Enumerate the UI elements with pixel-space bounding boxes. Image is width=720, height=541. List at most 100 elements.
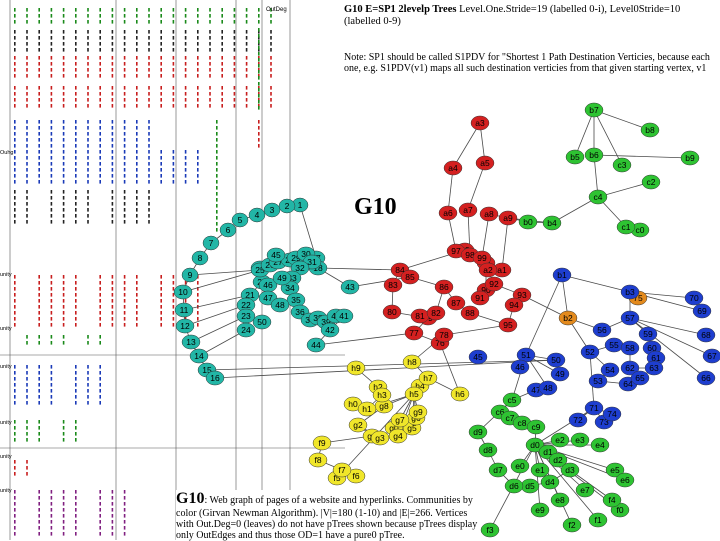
table-cell-mark <box>123 168 126 172</box>
node-label: 98 <box>465 250 475 260</box>
table-cell-mark <box>172 42 175 46</box>
node-label: 62 <box>625 363 635 373</box>
node-label: 46 <box>263 280 273 290</box>
table-cell-mark <box>172 92 175 96</box>
table-cell-mark <box>148 120 150 124</box>
table-cell-mark <box>123 156 126 160</box>
node-label: 58 <box>625 343 635 353</box>
table-cell-mark <box>75 220 77 224</box>
node-circle <box>390 412 410 428</box>
node-label: 88 <box>465 308 475 318</box>
table-cell-mark <box>197 86 199 90</box>
node-label: e5 <box>610 465 620 475</box>
table-cell-mark <box>148 62 150 66</box>
table-cell-mark <box>26 202 28 206</box>
table-cell-mark <box>258 98 260 102</box>
table-cell-mark <box>184 74 187 78</box>
table-cell-mark <box>87 74 89 78</box>
table-cell-mark <box>14 132 16 136</box>
node-7: 7 <box>202 235 220 251</box>
node-circle <box>460 305 480 321</box>
table-cell-mark <box>26 14 28 18</box>
node-label: 48 <box>275 300 285 310</box>
node-label: 47 <box>263 293 273 303</box>
graph-edge <box>182 269 261 293</box>
table-cell-mark <box>160 104 162 108</box>
table-cell-mark <box>14 281 16 285</box>
table-cell-mark <box>26 132 28 136</box>
table-cell-mark <box>123 104 126 108</box>
node-label: 13 <box>186 337 196 347</box>
table-cell-mark <box>258 46 260 50</box>
graph-edge <box>447 167 454 214</box>
table-cell-mark <box>111 490 114 494</box>
node-9: 9 <box>181 267 199 283</box>
table-cell-mark <box>14 401 16 405</box>
table-cell-mark <box>38 48 40 52</box>
table-cell-mark <box>148 214 150 218</box>
table-cell-mark <box>184 56 187 60</box>
node-circle <box>510 458 530 474</box>
table-cell-mark <box>209 42 211 46</box>
table-cell-mark <box>50 335 53 339</box>
table-cell-mark <box>99 156 101 160</box>
node-circle <box>540 474 560 490</box>
node-label: g9 <box>413 407 423 417</box>
table-cell-mark <box>136 196 138 200</box>
table-tag: OutDeg <box>266 7 287 13</box>
caption-head: G10 <box>176 490 205 507</box>
table-cell-mark <box>172 8 175 12</box>
table-cell-mark <box>50 281 53 285</box>
table-cell-mark <box>123 86 126 90</box>
table-cell-mark <box>258 14 260 18</box>
node-label: 74 <box>607 409 617 419</box>
table-cell-mark <box>258 82 260 86</box>
table-cell-mark <box>75 532 77 536</box>
table-cell-mark <box>172 317 175 321</box>
table-cell-mark <box>136 120 138 124</box>
table-cell-mark <box>38 62 40 66</box>
table-cell-mark <box>87 144 89 148</box>
table-cell-mark <box>197 62 199 66</box>
table-cell-mark <box>87 365 89 369</box>
table-side-label: Ouhg <box>0 150 13 156</box>
table-cell-mark <box>38 275 40 279</box>
table-cell-mark <box>38 335 40 339</box>
node-h0: h0 <box>343 396 363 412</box>
table-cell-mark <box>99 371 101 375</box>
node-a8: a8 <box>479 206 499 222</box>
node-e4: e4 <box>590 437 610 453</box>
node-14: 14 <box>189 348 209 364</box>
node-label: f0 <box>616 505 623 515</box>
table-cell-mark <box>172 68 175 72</box>
table-cell-mark <box>258 62 260 66</box>
table-cell-mark <box>38 8 40 12</box>
node-b2: b2 <box>558 310 578 326</box>
node-circle <box>644 360 664 376</box>
graph-edge <box>561 274 631 293</box>
table-cell-mark <box>123 502 126 506</box>
table-cell-mark <box>123 214 126 218</box>
table-cell-mark <box>216 156 218 160</box>
table-cell-mark <box>136 275 138 279</box>
table-cell-mark <box>160 287 162 291</box>
table-cell-mark <box>75 14 77 18</box>
table-cell-mark <box>123 150 126 154</box>
node-label: c9 <box>532 422 541 432</box>
table-cell-mark <box>87 132 89 136</box>
table-cell-mark <box>50 508 53 512</box>
node-circle <box>588 373 608 389</box>
node-label: 36 <box>295 307 305 317</box>
node-circle <box>504 478 524 494</box>
node-label: 50 <box>257 317 267 327</box>
slide-title: G10 E=SP1 2levelp Trees Level.One.Stride… <box>344 4 716 28</box>
table-cell-mark <box>87 14 89 18</box>
node-label: a9 <box>503 213 513 223</box>
table-cell-mark <box>172 156 175 160</box>
node-circle <box>383 277 403 293</box>
table-cell-mark <box>26 92 28 96</box>
table-cell-mark <box>26 426 28 430</box>
node-label: a1 <box>497 265 507 275</box>
table-cell-mark <box>184 36 187 40</box>
